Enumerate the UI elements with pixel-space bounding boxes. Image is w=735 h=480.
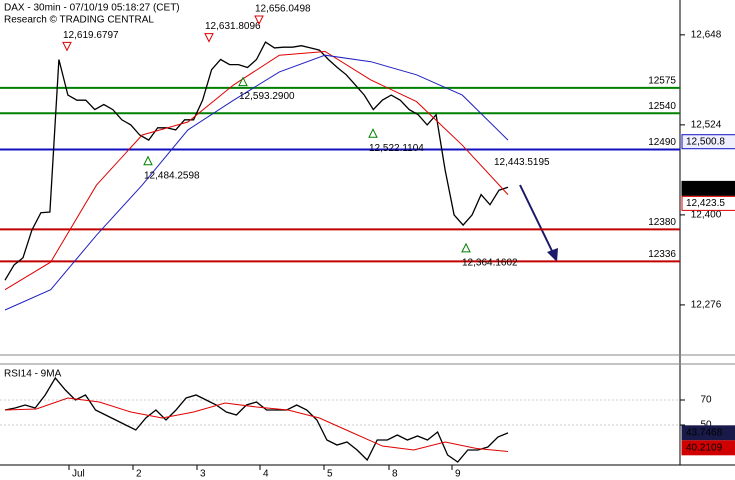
price-tag	[681, 134, 735, 150]
price-tag-label: 12,436.5	[686, 183, 725, 194]
level-label: 12336	[648, 249, 676, 260]
y-tick-label: 70	[700, 395, 712, 406]
y-tick-label: 12,648	[691, 29, 722, 40]
x-tick-label: 4	[263, 469, 269, 480]
annotation-label: 12,484.2598	[144, 170, 200, 181]
high-marker	[62, 41, 72, 52]
x-tick-label: 3	[200, 469, 206, 480]
y-tick-label: 12,524	[691, 120, 722, 131]
series-line	[4, 41, 509, 281]
price-tag	[681, 440, 735, 456]
annotation-label: 12,631.8096	[205, 21, 261, 32]
low-marker	[368, 128, 378, 138]
y-tick-label: 12,400	[691, 210, 722, 221]
price-tag-label: 12,500.8	[686, 136, 725, 147]
price-tag	[681, 425, 735, 441]
level-label: 12380	[648, 217, 676, 228]
annotation-label: 12,656.0498	[255, 4, 311, 15]
chart-subtitle: Research © TRADING CENTRAL	[4, 15, 154, 26]
annotation-label: 12,364.1602	[462, 258, 518, 269]
low-marker	[461, 242, 471, 253]
y-tick-label: 50	[700, 420, 712, 431]
annotation-label: 12,443.5195	[494, 157, 550, 168]
rsi-title: RSI14 - 9MA	[4, 369, 62, 380]
annotation-label: 12,593.2900	[239, 91, 295, 102]
x-tick-label: Jul	[72, 469, 85, 480]
x-tick-label: 2	[136, 469, 142, 480]
high-marker	[204, 33, 214, 43]
level-label: 12490	[648, 137, 676, 148]
price-tag	[681, 195, 735, 211]
series-line	[4, 397, 509, 452]
price-tag-label: 12,423.5	[686, 198, 725, 209]
chart-title: DAX - 30min - 07/10/19 05:18:27 (CET)	[4, 3, 180, 14]
series-line	[4, 54, 509, 311]
low-marker	[143, 155, 153, 166]
price-tag-label: 43.7468	[686, 427, 723, 438]
level-label: 12575	[648, 75, 676, 86]
y-tick-label: 12,276	[691, 300, 722, 311]
x-tick-label: 8	[392, 469, 398, 480]
series-line	[4, 376, 509, 463]
low-marker	[238, 76, 248, 87]
forecast-arrow-head	[547, 248, 558, 262]
level-label: 12540	[648, 101, 676, 112]
x-tick-label: 9	[455, 469, 461, 480]
high-marker	[254, 15, 264, 26]
forecast-arrow	[519, 184, 554, 254]
x-tick-label: 5	[327, 469, 333, 480]
price-tag	[681, 180, 735, 196]
series-line	[4, 50, 509, 291]
annotation-label: 12,522.1104	[369, 143, 424, 154]
price-tag-label: 40.2109	[686, 442, 723, 453]
annotation-label: 12,619.6797	[63, 30, 119, 41]
